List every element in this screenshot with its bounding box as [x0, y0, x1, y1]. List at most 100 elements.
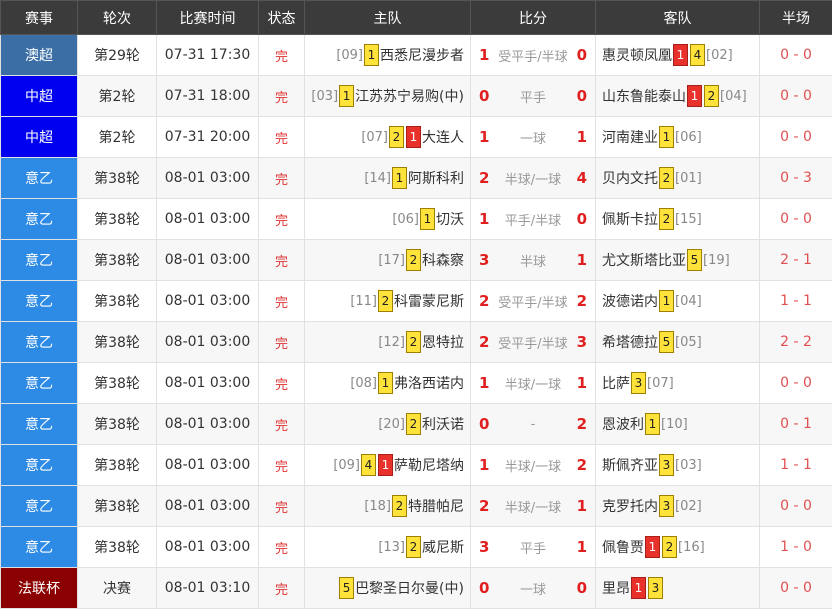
away-team-name[interactable]: 里昂	[602, 581, 630, 597]
header-status[interactable]: 状态	[259, 1, 305, 35]
home-team-name[interactable]: 江苏苏宁易购(中)	[355, 89, 464, 105]
away-team-name[interactable]: 贝内文托	[602, 171, 658, 187]
league-cell[interactable]: 澳超	[1, 35, 78, 76]
league-cell[interactable]: 意乙	[1, 363, 78, 404]
header-home[interactable]: 主队	[305, 1, 471, 35]
league-cell[interactable]: 法联杯	[1, 568, 78, 609]
header-away[interactable]: 客队	[596, 1, 760, 35]
header-league[interactable]: 赛事	[1, 1, 78, 35]
away-team-name[interactable]: 佩鲁贾	[602, 540, 644, 556]
away-team-name[interactable]: 山东鲁能泰山	[602, 89, 686, 105]
header-time[interactable]: 比赛时间	[157, 1, 259, 35]
league-cell[interactable]: 意乙	[1, 404, 78, 445]
home-team-name[interactable]: 切沃	[436, 212, 464, 228]
away-team-name[interactable]: 克罗托内	[602, 499, 658, 515]
away-team-name[interactable]: 斯佩齐亚	[602, 458, 658, 474]
away-team-name[interactable]: 尤文斯塔比亚	[602, 253, 686, 269]
home-team-name[interactable]: 科森察	[422, 253, 464, 269]
home-team-name[interactable]: 恩特拉	[422, 335, 464, 351]
home-team-name[interactable]: 大连人	[422, 130, 464, 146]
league-cell[interactable]: 意乙	[1, 199, 78, 240]
away-team-name[interactable]: 恩波利	[602, 417, 644, 433]
league-cell[interactable]: 意乙	[1, 322, 78, 363]
league-cell[interactable]: 意乙	[1, 445, 78, 486]
home-team-name[interactable]: 科雷蒙尼斯	[394, 294, 464, 310]
league-cell[interactable]: 意乙	[1, 527, 78, 568]
away-team-name[interactable]: 惠灵顿凤凰	[602, 48, 672, 64]
score-cell[interactable]: 0-2	[471, 404, 596, 445]
away-team-name[interactable]: 波德诺内	[602, 294, 658, 310]
league-cell[interactable]: 中超	[1, 76, 78, 117]
league-cell[interactable]: 意乙	[1, 240, 78, 281]
header-score[interactable]: 比分	[471, 1, 596, 35]
home-team-name[interactable]: 萨勒尼塔纳	[394, 458, 464, 474]
home-team-name[interactable]: 弗洛西诺内	[394, 376, 464, 392]
league-cell[interactable]: 意乙	[1, 486, 78, 527]
header-half[interactable]: 半场	[760, 1, 832, 35]
header-round[interactable]: 轮次	[78, 1, 157, 35]
home-team-name[interactable]: 巴黎圣日尔曼(中)	[355, 581, 464, 597]
away-team-name[interactable]: 比萨	[602, 376, 630, 392]
home-team-name[interactable]: 威尼斯	[422, 540, 464, 556]
away-team-name[interactable]: 希塔德拉	[602, 335, 658, 351]
away-team-name[interactable]: 河南建业	[602, 130, 658, 146]
home-team-name[interactable]: 利沃诺	[422, 417, 464, 433]
home-team-name[interactable]: 阿斯科利	[408, 171, 464, 187]
away-team-name[interactable]: 佩斯卡拉	[602, 212, 658, 228]
